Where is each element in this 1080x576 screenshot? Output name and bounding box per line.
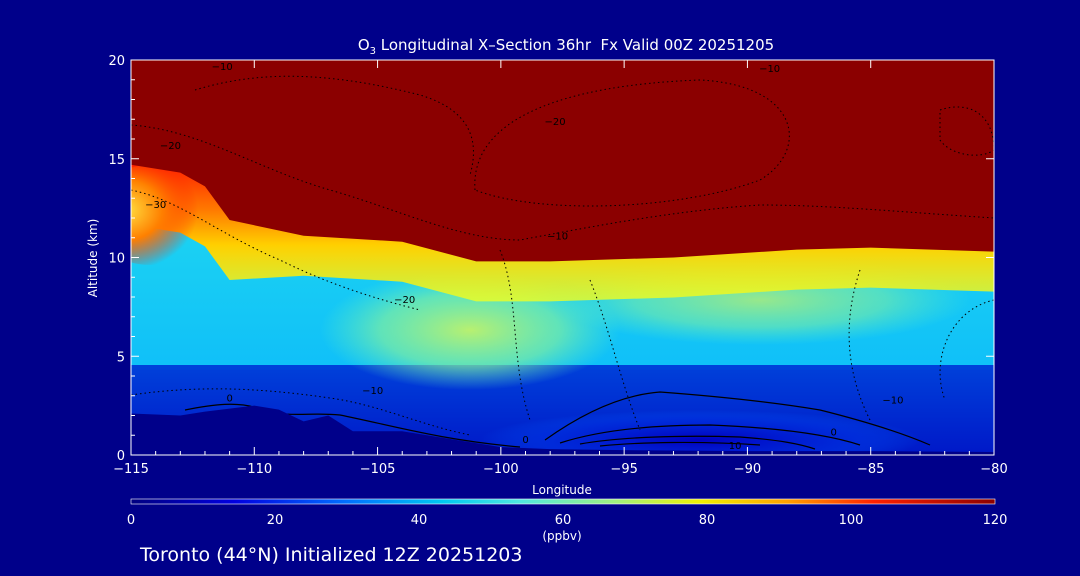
contour-line [131, 124, 994, 241]
colorbar-gradient [131, 499, 995, 504]
colorbar-tick-label: 20 [267, 513, 284, 528]
y-tick-label: 5 [117, 350, 125, 365]
contour-line [559, 424, 861, 446]
x-tick-label: −85 [857, 462, 884, 477]
contour-line [939, 299, 994, 401]
x-axis-label: Longitude [532, 483, 592, 497]
contour-labels: −10 −10 −20 −20 −30 −10 −20 −10 −10 0 0 0 10 [145, 62, 903, 452]
colorbar-units: (ppbv) [542, 529, 581, 543]
tropopause-band [131, 160, 994, 302]
contour-label: −10 [362, 386, 383, 397]
x-tick-label: −115 [113, 462, 149, 477]
terrain-mask [131, 405, 994, 455]
y-tick-label: 20 [108, 54, 125, 69]
x-axis: −115 −110 −105 −100 −95 −90 −85 −80 [113, 60, 1008, 477]
x-tick-label: −90 [734, 462, 761, 477]
x-tick-label: −100 [483, 462, 519, 477]
chart-title: O3 Longitudinal X–Section 36hr Fx Valid … [358, 36, 774, 57]
contour-line [184, 403, 521, 448]
contour-label: −10 [212, 62, 233, 73]
title-suffix: Longitudinal X–Section 36hr Fx Valid 00Z… [376, 36, 774, 54]
footer-caption: Toronto (44°N) Initialized 12Z 20251203 [139, 544, 523, 566]
contour-line [589, 279, 641, 431]
colorbar-tick-label: 40 [411, 513, 428, 528]
x-tick-label: −95 [610, 462, 637, 477]
colorbar: 0 20 40 60 80 100 120 (ppbv) [127, 498, 1008, 543]
colorbar-ticks: 0 20 40 60 80 100 120 [127, 513, 1008, 528]
colorbar-tick-label: 120 [983, 513, 1008, 528]
contour-label: −30 [145, 200, 166, 211]
contour-label: −10 [547, 232, 568, 243]
hot-spot [131, 165, 210, 265]
plot-area: −10 −10 −20 −20 −30 −10 −20 −10 −10 0 0 0 10 [131, 60, 994, 455]
title-prefix: O [358, 36, 370, 54]
colorbar-tick-label: 0 [127, 513, 135, 528]
contour-label: 0 [831, 427, 837, 438]
contour-label: −10 [882, 396, 903, 407]
blue-low-region [480, 410, 920, 455]
y-axis: 0 5 10 15 20 [108, 54, 994, 464]
contour-line [194, 75, 474, 176]
x-tick-label: −110 [236, 462, 272, 477]
contour-line [579, 435, 816, 450]
contour-label: 0 [226, 394, 232, 405]
x-tick-label: −80 [980, 462, 1007, 477]
contour-label: 0 [522, 435, 528, 446]
contour-label: −20 [545, 117, 566, 128]
y-tick-label: 15 [108, 153, 125, 168]
contour-label: −20 [160, 141, 181, 152]
y-axis-label: Altitude (km) [86, 219, 100, 298]
y-tick-label: 10 [108, 252, 125, 267]
contour-line [544, 391, 931, 446]
contour-line [499, 249, 531, 421]
y-tick-label: 0 [117, 449, 125, 464]
title-subscript: 3 [370, 46, 376, 57]
contour-label: −20 [394, 295, 415, 306]
colorbar-tick-label: 80 [699, 513, 716, 528]
colorbar-frame [130, 498, 996, 505]
contour-label: 10 [729, 441, 742, 452]
colorbar-tick-label: 100 [839, 513, 864, 528]
contour-label: −10 [759, 64, 780, 75]
x-tick-label: −105 [360, 462, 396, 477]
contour-line [131, 189, 421, 311]
contour-line [599, 441, 761, 447]
stratosphere-fill [131, 60, 994, 262]
colorbar-tick-label: 60 [555, 513, 572, 528]
